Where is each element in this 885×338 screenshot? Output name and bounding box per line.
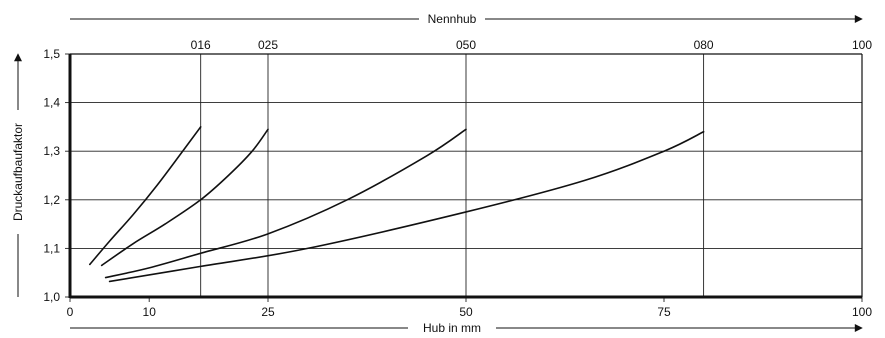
x-tick-label: 50 bbox=[459, 305, 473, 319]
y-tick-label: 1,3 bbox=[43, 144, 60, 158]
top-tick-label: 050 bbox=[456, 38, 476, 52]
top-axis-title: Nennhub bbox=[428, 12, 477, 26]
y-tick-label: 1,5 bbox=[43, 47, 60, 61]
x-axis-title: Hub in mm bbox=[423, 321, 481, 335]
y-tick-label: 1,1 bbox=[43, 241, 60, 255]
top-tick-label: 016 bbox=[191, 38, 211, 52]
x-tick-label: 100 bbox=[852, 305, 872, 319]
series-line-3 bbox=[104, 128, 467, 279]
top-tick-label: 100 bbox=[852, 38, 872, 52]
y-tick-label: 1,2 bbox=[43, 193, 60, 207]
y-axis-title: Druckaufbaufaktor bbox=[11, 123, 25, 221]
x-tick-label: 75 bbox=[657, 305, 671, 319]
series-line-4 bbox=[108, 130, 705, 283]
series-line-1 bbox=[89, 126, 202, 266]
x-tick-label: 0 bbox=[67, 305, 74, 319]
x-tick-label: 25 bbox=[261, 305, 275, 319]
top-tick-label: 025 bbox=[258, 38, 278, 52]
y-tick-label: 1,0 bbox=[43, 290, 60, 304]
top-tick-label: 080 bbox=[694, 38, 714, 52]
x-tick-label: 10 bbox=[143, 305, 157, 319]
series-line-2 bbox=[100, 128, 269, 267]
y-tick-label: 1,4 bbox=[43, 96, 60, 110]
